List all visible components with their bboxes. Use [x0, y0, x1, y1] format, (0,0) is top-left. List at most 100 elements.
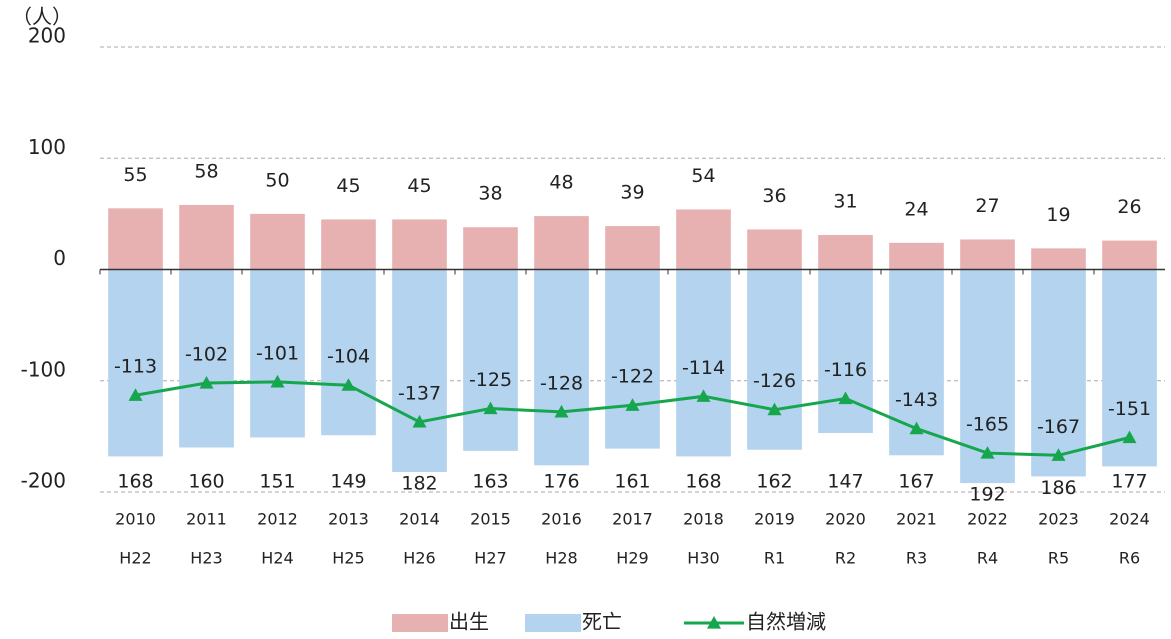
x-tick-label: 2021 [896, 510, 937, 529]
data-label: 162 [756, 471, 792, 493]
bar [534, 269, 589, 466]
x-tick-label: 2020 [825, 510, 866, 529]
line-marker [128, 388, 143, 401]
data-label: -128 [540, 372, 583, 394]
line-marker [341, 378, 356, 391]
data-label: -104 [327, 346, 370, 368]
x-sub-label: R6 [1119, 549, 1140, 568]
bar [747, 229, 802, 270]
line-marker [412, 414, 427, 428]
data-label: 168 [685, 471, 721, 493]
x-tick-label: 2024 [1109, 510, 1150, 529]
bar [463, 227, 518, 270]
line-marker [199, 375, 214, 389]
bar [179, 269, 234, 448]
data-label: -116 [824, 359, 867, 381]
data-label: -102 [185, 343, 228, 365]
x-sub-label: H30 [687, 549, 719, 568]
x-tick-label: 2015 [470, 510, 511, 529]
data-label: 149 [330, 471, 366, 493]
line-marker [270, 374, 285, 388]
data-label: 167 [898, 471, 934, 493]
bar [676, 209, 731, 270]
data-label: 19 [1046, 204, 1070, 226]
x-tick-label: 2019 [754, 510, 795, 529]
data-label: 24 [904, 198, 928, 220]
y-tick-label: 100 [28, 135, 66, 159]
data-label: 151 [259, 471, 295, 493]
data-label: 160 [188, 471, 224, 493]
data-label: 48 [549, 172, 573, 194]
line-marker [838, 391, 853, 405]
line-marker [1122, 430, 1137, 444]
x-sub-label: H25 [332, 549, 364, 568]
data-label: 176 [543, 471, 579, 493]
data-label: 161 [614, 471, 650, 493]
data-label: 186 [1040, 477, 1076, 499]
bar [818, 269, 873, 434]
data-label: 45 [407, 175, 431, 197]
x-sub-label: R5 [1048, 549, 1069, 568]
data-label: -167 [1037, 416, 1080, 438]
bar [1031, 269, 1086, 477]
x-sub-label: H26 [403, 549, 435, 568]
bar [321, 219, 376, 270]
legend-swatch [525, 614, 581, 632]
data-label: 54 [691, 165, 715, 187]
x-sub-label: H27 [474, 549, 506, 568]
line-marker [483, 401, 498, 415]
x-tick-label: 2018 [683, 510, 724, 529]
data-label: 31 [833, 191, 857, 213]
bar [1031, 248, 1086, 270]
y-tick-label: -200 [21, 469, 66, 493]
bar [605, 226, 660, 270]
bar [179, 204, 234, 270]
line-marker [767, 402, 782, 416]
data-label: -114 [682, 357, 725, 379]
data-label: 192 [969, 484, 1005, 506]
legend-label: 自然増減 [746, 610, 826, 634]
data-label: 177 [1111, 471, 1147, 493]
legend-label: 死亡 [582, 610, 622, 634]
data-label: 39 [620, 182, 644, 204]
x-tick-label: 2010 [115, 510, 156, 529]
bar [321, 269, 376, 436]
x-sub-label: R3 [906, 549, 927, 568]
data-label: -126 [753, 370, 796, 392]
x-tick-label: 2013 [328, 510, 369, 529]
x-tick-label: 2014 [399, 510, 440, 529]
data-label: 147 [827, 471, 863, 493]
x-tick-label: 2022 [967, 510, 1008, 529]
bar [108, 208, 163, 270]
data-label: 38 [478, 183, 502, 205]
bar [463, 269, 518, 451]
data-label: -125 [469, 369, 512, 391]
x-tick-label: 2016 [541, 510, 582, 529]
bar [534, 216, 589, 270]
x-tick-label: 2011 [186, 510, 227, 529]
line-marker [554, 404, 569, 418]
bar [392, 219, 447, 270]
x-sub-label: H22 [119, 549, 151, 568]
data-label: 36 [762, 185, 786, 207]
data-label: 26 [1117, 196, 1141, 218]
bar [676, 269, 731, 457]
data-label: 58 [194, 160, 218, 182]
line-marker [980, 446, 995, 459]
line-marker [909, 421, 924, 435]
data-label: -143 [895, 389, 938, 411]
x-sub-label: H24 [261, 549, 293, 568]
data-label: 168 [117, 471, 153, 493]
data-label: -137 [398, 382, 441, 404]
bar [1102, 240, 1157, 270]
line-marker [696, 389, 711, 402]
bar [960, 239, 1015, 270]
x-tick-label: 2012 [257, 510, 298, 529]
legend-swatch [392, 614, 448, 632]
x-sub-label: R4 [977, 549, 998, 568]
data-label: -165 [966, 414, 1009, 436]
data-label: 27 [975, 195, 999, 217]
y-tick-label: -100 [21, 357, 66, 381]
x-sub-label: H29 [616, 549, 648, 568]
